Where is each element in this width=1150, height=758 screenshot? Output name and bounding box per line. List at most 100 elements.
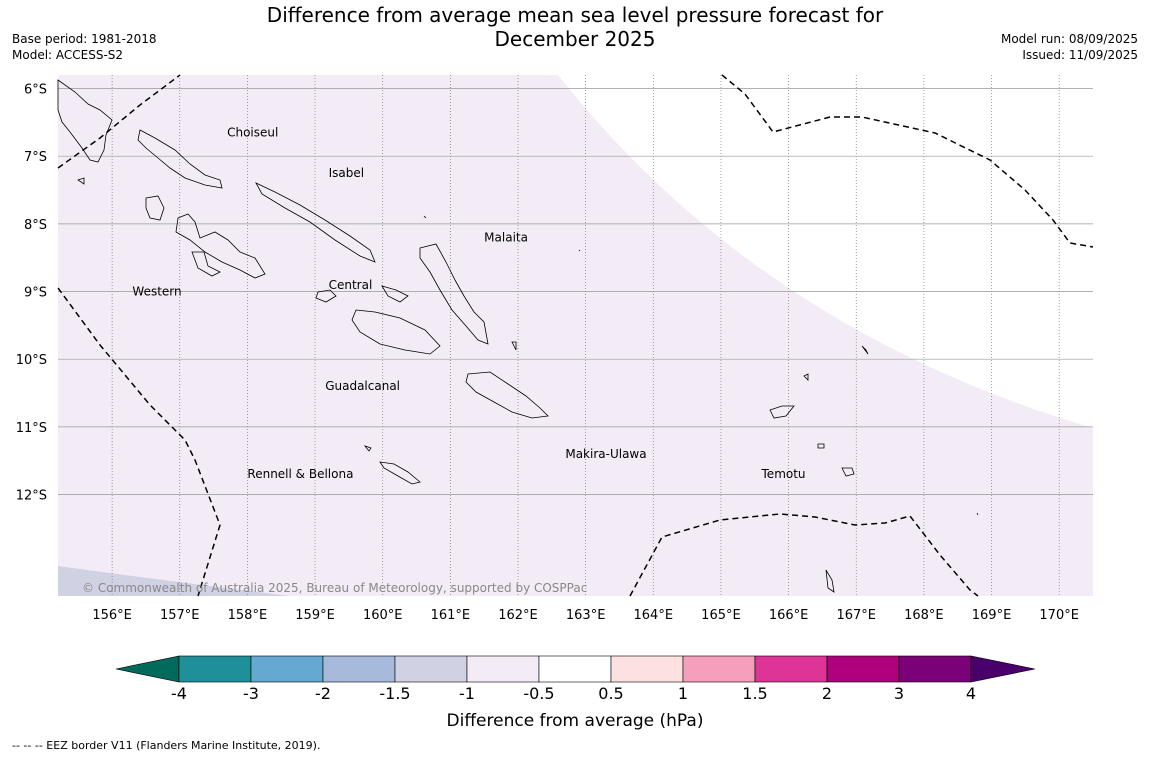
place-label: Choiseul xyxy=(227,126,278,140)
coastline-tikopia xyxy=(817,443,825,449)
colorbar-tick-label: 1 xyxy=(678,684,688,703)
meta-left: Base period: 1981-2018 Model: ACCESS-S2 xyxy=(12,31,157,63)
lon-tick-label: 170°E xyxy=(1039,608,1079,623)
coastline-russell-islands xyxy=(381,285,409,303)
coastline-anuta xyxy=(825,569,835,593)
coastline-reef-islands xyxy=(803,373,809,381)
colorbar-swatch xyxy=(466,655,540,683)
copyright-text: © Commonwealth of Australia 2025, Bureau… xyxy=(82,581,587,595)
model-run: Model run: 08/09/2025 xyxy=(1000,32,1138,46)
anomaly-fill-lower-left xyxy=(58,566,290,596)
coastline-makira xyxy=(465,371,549,419)
lat-tick-label: 8°S xyxy=(24,218,47,233)
lon-tick-label: 168°E xyxy=(904,608,944,623)
lon-tick-label: 169°E xyxy=(972,608,1012,623)
place-label: Makira-Ulawa xyxy=(565,447,646,461)
coastline-vella-lavella xyxy=(145,195,165,221)
colorbar-swatch xyxy=(322,655,396,683)
lon-tick-label: 161°E xyxy=(431,608,471,623)
lon-tick-label: 160°E xyxy=(363,608,403,623)
region-labels: Choiseul Isabel Malaita Western Central Guada… xyxy=(132,126,805,482)
coastline-choiseul xyxy=(137,129,223,189)
colorbar-swatch xyxy=(754,655,828,683)
coastline-bellona xyxy=(363,445,372,452)
lat-tick-label: 11°S xyxy=(16,421,47,436)
lon-tick-label: 164°E xyxy=(634,608,674,623)
graticule xyxy=(58,75,1093,596)
coastline-small-4 xyxy=(976,512,979,516)
colorbar-label: Difference from average (hPa) xyxy=(447,711,704,731)
anomaly-fill-upper-right xyxy=(558,75,1093,428)
coastline-rennell xyxy=(379,461,421,485)
colorbar-tick-label: 1.5 xyxy=(742,684,767,703)
colorbar-swatch xyxy=(610,655,684,683)
colorbar-tick-label: -0.5 xyxy=(523,684,554,703)
coastline-ontong xyxy=(511,341,517,351)
lon-tick-label: 158°E xyxy=(228,608,268,623)
colorbar-swatch xyxy=(538,655,612,683)
latitude-ticks: 6°S 7°S 8°S 9°S 10°S 11°S 12°S xyxy=(16,83,47,504)
colorbar-tick-label: 2 xyxy=(822,684,832,703)
longitude-ticks: 156°E 157°E 158°E 159°E 160°E 161°E 162°E 163°E… xyxy=(92,608,1079,623)
colorbar-tick-label: -3 xyxy=(243,684,259,703)
place-label: Rennell & Bellona xyxy=(247,467,353,481)
coastline-florida-islands xyxy=(315,289,337,303)
coastlines xyxy=(57,79,979,593)
coastline-small-3 xyxy=(578,249,581,252)
lon-tick-label: 157°E xyxy=(160,608,200,623)
coastline-small-2 xyxy=(423,215,427,219)
lon-tick-label: 166°E xyxy=(769,608,809,623)
colorbar-swatch xyxy=(250,655,324,683)
coastline-vanikoro xyxy=(841,467,855,477)
colorbar-swatch xyxy=(826,655,900,683)
eez-border-north-west xyxy=(57,74,181,169)
coastline-santa-cruz xyxy=(769,405,795,419)
lon-tick-label: 162°E xyxy=(498,608,538,623)
lat-tick-label: 10°S xyxy=(16,353,47,368)
colorbar-swatch xyxy=(898,655,972,683)
colorbar-tick-label: -1 xyxy=(459,684,475,703)
coastline-small-1 xyxy=(77,177,85,185)
colorbar-swatch xyxy=(682,655,756,683)
meta-right: Model run: 08/09/2025 Issued: 11/09/2025 xyxy=(1001,31,1138,63)
colorbar-tick-label: 0.5 xyxy=(598,684,623,703)
colorbar-extend-high xyxy=(970,655,1036,683)
lat-tick-label: 6°S xyxy=(24,83,47,98)
eez-border-north-east xyxy=(721,74,1094,248)
eez-border-south xyxy=(629,513,979,597)
eez-footnote: -- -- -- EEZ border V11 (Flanders Marine… xyxy=(12,739,321,752)
colorbar-tick-label: 3 xyxy=(894,684,904,703)
place-label: Isabel xyxy=(329,166,364,180)
place-label: Central xyxy=(329,278,373,292)
eez-border-west xyxy=(57,287,221,597)
colorbar-tick-label: 4 xyxy=(966,684,976,703)
lon-tick-label: 163°E xyxy=(566,608,606,623)
place-label: Temotu xyxy=(761,467,806,481)
base-period: Base period: 1981-2018 xyxy=(12,32,157,46)
issued-date: Issued: 11/09/2025 xyxy=(1022,48,1138,62)
coastline-bougainville xyxy=(57,79,113,163)
model-name: Model: ACCESS-S2 xyxy=(12,48,124,62)
colorbar-tick-label: -2 xyxy=(315,684,331,703)
place-label: Guadalcanal xyxy=(325,379,400,393)
coastline-guadalcanal xyxy=(351,309,441,355)
lat-tick-label: 9°S xyxy=(24,286,47,301)
lon-tick-label: 159°E xyxy=(295,608,335,623)
colorbar-swatch xyxy=(394,655,468,683)
lon-tick-label: 165°E xyxy=(701,608,741,623)
map-title: Difference from average mean sea level p… xyxy=(266,3,884,51)
colorbar: -4 -3 -2 -1.5 -1 -0.5 0.5 1 1.5 2 3 4 xyxy=(115,655,1036,703)
place-label: Western xyxy=(132,285,181,299)
coastline-malaita xyxy=(419,243,489,345)
colorbar-tick-label: -1.5 xyxy=(379,684,410,703)
colorbar-swatch xyxy=(178,655,252,683)
place-label: Malaita xyxy=(484,230,528,244)
coastline-isabel xyxy=(255,182,376,263)
colorbar-extend-low xyxy=(115,655,180,683)
lon-tick-label: 167°E xyxy=(836,608,876,623)
lat-tick-label: 7°S xyxy=(24,150,47,165)
coastline-new-georgia xyxy=(175,213,266,279)
eez-borders xyxy=(57,74,1094,597)
coastline-duff-islands xyxy=(861,345,869,355)
